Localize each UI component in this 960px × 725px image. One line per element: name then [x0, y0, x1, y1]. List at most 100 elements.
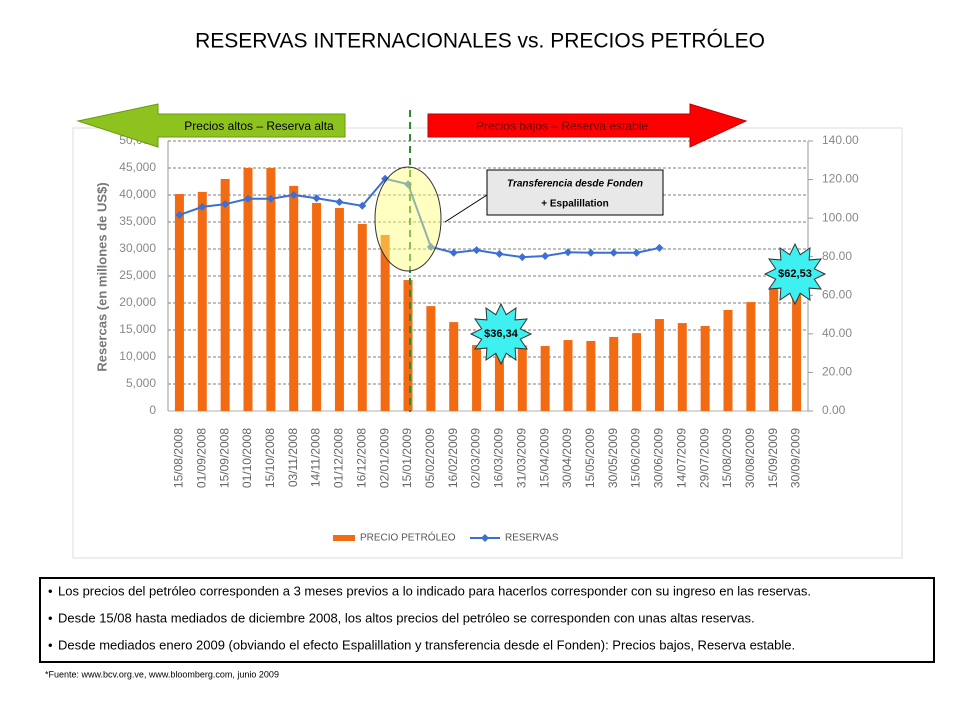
- x-tick-label: 15/09/2009: [766, 428, 780, 488]
- callout-pointer: [444, 194, 488, 223]
- y-tick-label: 20,000: [119, 295, 156, 309]
- y2-tick-label: 100.00: [822, 210, 859, 224]
- note: Los precios del petróleo corresponden a …: [58, 583, 811, 598]
- callout-box: [486, 169, 664, 216]
- legend-swatch: [333, 535, 355, 541]
- x-tick-label: 03/11/2008: [286, 428, 300, 487]
- bar: [472, 345, 482, 411]
- starburst: [763, 242, 827, 306]
- x-tick-label: 01/10/2008: [240, 428, 254, 488]
- bar: [769, 286, 779, 411]
- x-tick-label: 15/08/2008: [172, 428, 186, 488]
- bar: [426, 306, 436, 411]
- note: Desde 15/08 hasta mediados de diciembre …: [58, 610, 755, 625]
- x-tick-label: 15/04/2009: [537, 428, 551, 488]
- bar: [197, 191, 207, 411]
- bar: [563, 340, 573, 411]
- point: [564, 248, 572, 257]
- y-tick-label: 45,000: [119, 160, 156, 174]
- legend-label: RESERVAS: [505, 533, 559, 544]
- x-tick-label: 15/05/2009: [583, 428, 597, 488]
- x-tick-label: 15/08/2009: [720, 428, 734, 488]
- x-tick-label: 02/01/2009: [377, 428, 391, 488]
- point: [358, 201, 367, 210]
- chart-title: RESERVAS INTERNACIONALES vs. PRECIOS PET…: [195, 30, 765, 53]
- bar: [632, 333, 642, 411]
- price-label: $62,53: [778, 268, 812, 280]
- source: *Fuente: www.bcv.org.ve, www.bloomberg.c…: [45, 669, 279, 679]
- bar: [334, 207, 344, 411]
- y-tick-label: 35,000: [119, 214, 156, 228]
- left-arrow-label: Precios altos – Reserva alta: [184, 119, 334, 133]
- y2-tick-label: 40.00: [822, 326, 852, 340]
- notes-box: [39, 577, 935, 663]
- note-bullet: •: [48, 583, 53, 598]
- y-tick-label: 40,000: [119, 187, 156, 201]
- x-tick-label: 30/08/2009: [743, 428, 757, 488]
- point: [266, 194, 275, 203]
- callout-line: + Espalillation: [541, 199, 609, 210]
- bar: [517, 345, 527, 411]
- point: [312, 194, 321, 203]
- bar: [243, 168, 253, 411]
- x-tick-label: 30/05/2009: [606, 428, 620, 488]
- point: [175, 210, 184, 219]
- right-arrow: [427, 103, 748, 148]
- y-tick-label: 25,000: [119, 268, 156, 282]
- y2-tick-label: 60.00: [822, 287, 852, 301]
- point: [426, 242, 435, 251]
- x-tick-label: 14/07/2009: [674, 428, 688, 488]
- x-tick-label: 01/12/2008: [332, 428, 346, 488]
- y2-tick-label: 0.00: [822, 403, 846, 417]
- bar: [540, 346, 550, 411]
- left-arrow: [76, 103, 346, 148]
- point: [609, 248, 618, 257]
- y-tick-label: 0: [149, 403, 156, 417]
- note: Desde mediados enero 2009 (obviando el e…: [58, 637, 795, 652]
- y2-tick-label: 140.00: [822, 133, 859, 147]
- legend-swatch: [481, 534, 489, 542]
- y-tick-label: 5,000: [126, 376, 156, 390]
- x-tick-label: 30/06/2009: [652, 428, 666, 488]
- bar: [289, 185, 299, 411]
- point: [198, 202, 207, 211]
- x-tick-label: 15/06/2009: [629, 428, 643, 488]
- point: [289, 191, 298, 199]
- point: [221, 200, 230, 209]
- point: [244, 194, 252, 203]
- x-tick-label: 01/09/2008: [194, 428, 208, 488]
- callout-line: Transferencia desde Fonden: [507, 179, 643, 190]
- point: [335, 198, 344, 207]
- bar: [677, 323, 687, 411]
- x-tick-label: 05/02/2009: [423, 428, 437, 488]
- bar: [586, 340, 596, 411]
- y2-tick-label: 120.00: [822, 172, 859, 186]
- x-tick-label: 31/03/2009: [514, 428, 528, 488]
- x-tick-label: 30/04/2009: [560, 428, 574, 488]
- legend-label: PRECIO PETRÓLEO: [360, 531, 456, 544]
- point: [541, 252, 550, 261]
- point: [472, 246, 481, 255]
- bar: [654, 319, 664, 411]
- bar: [723, 309, 733, 411]
- bar: [403, 280, 413, 411]
- x-tick-label: 30/09/2009: [789, 428, 803, 488]
- starburst: [469, 302, 533, 366]
- bar: [220, 178, 230, 411]
- x-tick-label: 16/03/2009: [492, 428, 506, 488]
- bar: [609, 336, 619, 411]
- x-tick-label: 15/09/2008: [217, 428, 231, 488]
- y-tick-label: 15,000: [119, 322, 156, 336]
- price-label: $36,34: [484, 328, 519, 340]
- x-tick-label: 02/03/2009: [469, 428, 483, 488]
- y2-tick-label: 80.00: [822, 249, 852, 263]
- note-bullet: •: [48, 610, 53, 625]
- x-tick-label: 15/01/2009: [400, 428, 414, 488]
- point: [518, 253, 527, 262]
- bar: [357, 223, 367, 411]
- bar: [792, 290, 802, 411]
- point: [449, 248, 458, 257]
- x-tick-label: 16/12/2008: [354, 428, 368, 488]
- bar: [700, 325, 710, 411]
